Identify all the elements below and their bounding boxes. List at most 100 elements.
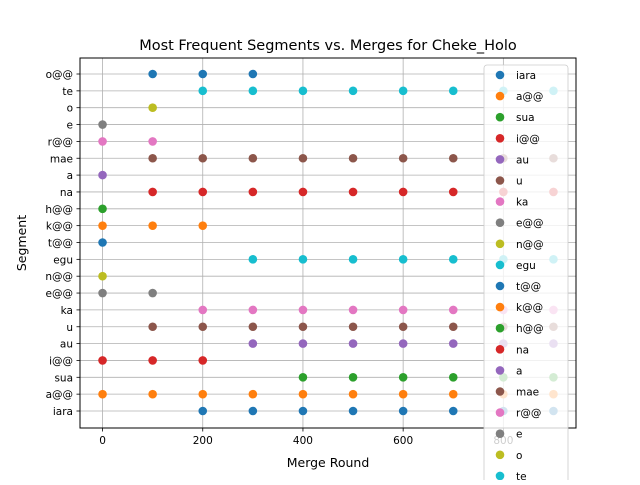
data-point-egu [398,255,408,264]
data-point-ka [398,305,408,315]
data-point-iara [448,406,458,416]
data-point-egu [448,255,458,264]
data-point-o [148,103,157,112]
legend-marker-iara [495,70,505,80]
y-tick-label: sua [54,372,73,384]
data-point-h@@ [98,204,107,214]
y-tick-label: k@@ [46,221,73,233]
y-axis: iara a@@ sua i@@ au u ka e@@ n@@ egu t@@ k@@ h@@ na am… [45,69,80,418]
x-tick-label: 200 [193,435,213,447]
legend-marker-n@@ [495,239,505,249]
legend-label: na [516,344,529,356]
y-tick-label: iara [53,406,73,418]
data-point-na [348,187,358,197]
legend-label: n@@ [516,239,544,251]
chart-title: Most Frequent Segments vs. Merges for Ch… [139,38,517,54]
data-point-a [98,170,107,180]
data-point-mae [348,153,358,163]
data-point-au [248,339,258,348]
data-point-e@@ [98,288,107,298]
legend-label: te [516,471,527,480]
data-point-na [448,187,458,197]
data-point-r@@ [148,137,157,146]
data-point-u [398,322,408,332]
y-axis-label: Segment [14,215,29,271]
data-point-iara [348,406,358,416]
data-point-mae [248,153,258,163]
data-point-k@@ [98,221,107,230]
data-point-sua [298,373,308,382]
data-point-e@@ [148,288,157,298]
legend-marker-ka [495,197,505,206]
data-point-a@@ [148,389,157,399]
data-point-te [248,86,258,96]
legend-marker-sua [495,112,505,122]
data-point-k@@ [198,221,208,230]
legend-label: e [516,429,522,441]
data-point-u [298,322,308,332]
data-point-mae [448,153,458,163]
data-point-o@@ [248,69,258,79]
plot-frame [79,57,577,429]
legend-marker-egu [495,260,505,270]
legend-label: u [516,176,523,188]
data-point-i@@ [198,356,208,365]
legend-label: k@@ [516,302,543,314]
data-point-o@@ [198,69,208,79]
legend: iara a@@ sua i@@ au u ka e@@ n@@ egu t@@ k@@ h@@ na am… [483,64,569,485]
legend-label: e@@ [516,218,543,230]
legend-marker-h@@ [495,323,505,333]
legend-label: a@@ [516,91,543,103]
legend-label: iara [516,70,536,82]
data-point-mae [148,153,157,163]
data-point-ka [298,305,308,315]
data-point-i@@ [98,356,107,365]
data-point-egu [298,255,308,264]
legend-marker-te [495,471,505,481]
legend-marker-k@@ [495,302,505,312]
legend-label: r@@ [516,408,541,420]
data-point-na [248,187,258,197]
y-tick-label: a@@ [46,389,73,401]
data-point-au [448,339,458,348]
data-point-te [448,86,458,96]
y-tick-label: t@@ [48,238,73,250]
legend-marker-t@@ [495,281,505,291]
y-tick-label: mae [50,153,73,165]
y-tick-label: te [62,86,73,98]
data-point-a@@ [398,389,408,399]
data-point-n@@ [98,271,107,281]
y-tick-label: u [66,322,73,334]
legend-label: au [516,154,529,166]
y-tick-label: i@@ [49,355,73,367]
data-point-sua [398,373,408,382]
legend-box [483,64,569,485]
data-point-u [348,322,358,332]
data-point-au [398,339,408,348]
points-layer [98,69,558,416]
y-tick-label: o@@ [46,69,73,81]
data-point-iara [198,406,208,416]
legend-label: t@@ [516,281,541,293]
data-point-o@@ [148,69,157,79]
y-tick-label: r@@ [48,136,73,148]
y-tick-label: ka [61,305,73,317]
data-point-ka [198,305,208,315]
data-point-i@@ [148,356,157,365]
legend-marker-a [495,366,505,375]
data-point-ka [448,305,458,315]
x-axis: 0200400600800 [99,428,513,447]
data-point-a@@ [198,389,208,399]
x-tick-label: 0 [99,435,106,447]
y-tick-label: e [67,120,73,132]
legend-label: mae [516,387,539,399]
x-tick-label: 400 [293,435,313,447]
legend-marker-mae [495,387,505,396]
data-point-na [148,187,157,197]
data-point-mae [198,153,208,163]
data-point-r@@ [98,137,107,146]
data-point-k@@ [148,221,157,230]
legend-marker-e [495,429,505,439]
